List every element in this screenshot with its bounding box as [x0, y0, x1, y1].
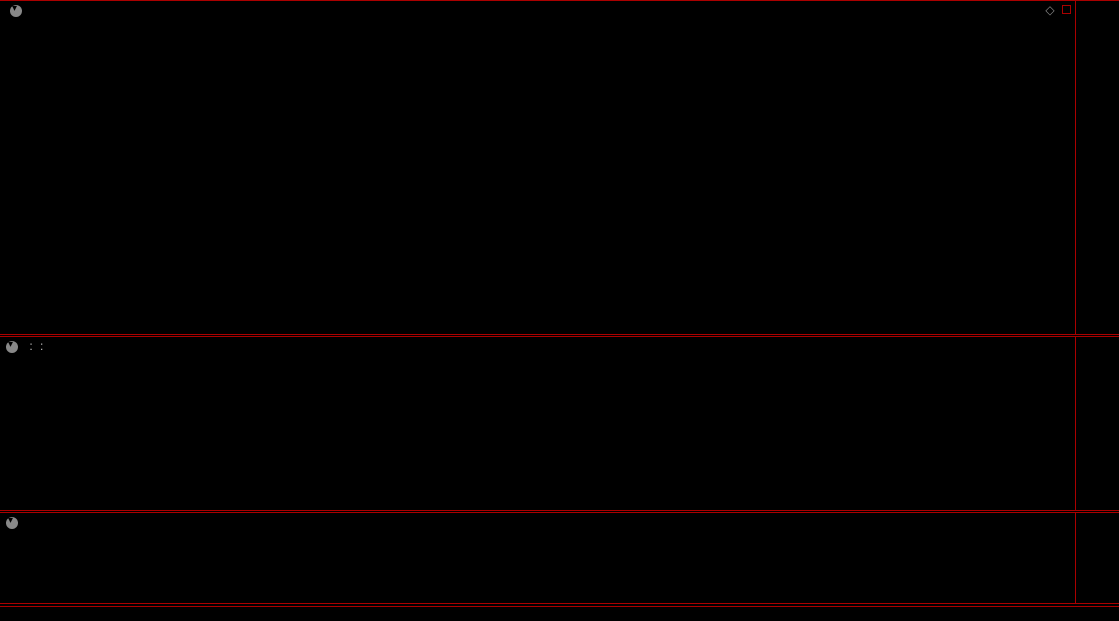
kline-panel: ◇	[0, 0, 1119, 335]
kline-header	[4, 3, 44, 31]
sub2-header	[4, 515, 26, 529]
kline-yaxis	[1075, 1, 1119, 334]
sub2-plot[interactable]	[0, 513, 1075, 603]
sub1-panel: : :	[0, 336, 1119, 511]
sub2-dropdown-icon[interactable]	[6, 517, 18, 529]
sub1-header: : :	[4, 339, 47, 353]
sub2-svg	[0, 513, 1075, 605]
period-dropdown-icon[interactable]	[10, 5, 22, 17]
sub1-plot[interactable]	[0, 337, 1075, 510]
sub1-dropdown-icon[interactable]	[6, 341, 18, 353]
time-axis	[0, 606, 1119, 621]
sub2-panel	[0, 512, 1119, 604]
sub2-yaxis	[1075, 513, 1119, 603]
kline-plot[interactable]	[0, 1, 1075, 334]
kline-svg	[0, 1, 1075, 336]
sub1-yaxis	[1075, 337, 1119, 510]
sub1-svg	[0, 337, 1075, 512]
